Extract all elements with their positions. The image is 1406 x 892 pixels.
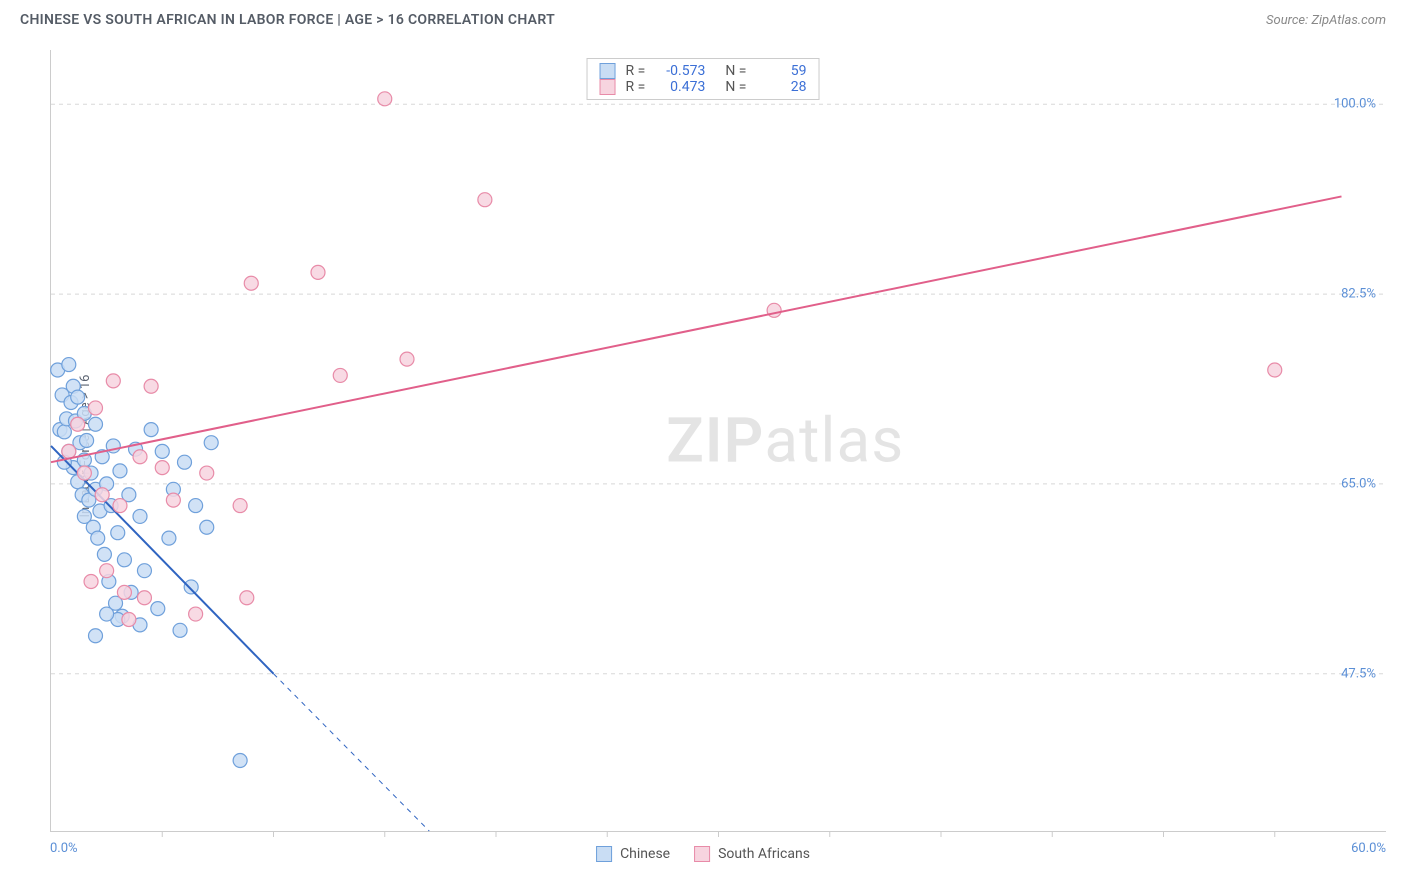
- legend-series-item: South Africans: [694, 846, 810, 862]
- n-label: N =: [725, 63, 746, 79]
- chart-header: CHINESE VS SOUTH AFRICAN IN LABOR FORCE …: [0, 0, 1406, 40]
- y-tick-label: 47.5%: [1341, 666, 1376, 681]
- legend-series: Chinese South Africans: [596, 846, 810, 862]
- x-axis-max-label: 60.0%: [1351, 841, 1386, 856]
- legend-swatch: [600, 63, 616, 79]
- chart-source: Source: ZipAtlas.com: [1266, 13, 1386, 28]
- legend-swatch: [694, 846, 710, 862]
- y-tick-label: 100.0%: [1334, 97, 1376, 112]
- chart-title: CHINESE VS SOUTH AFRICAN IN LABOR FORCE …: [20, 12, 555, 28]
- r-label: R =: [626, 63, 646, 79]
- legend-series-label: South Africans: [718, 846, 810, 862]
- y-tick-label: 82.5%: [1341, 287, 1376, 302]
- legend-swatch: [600, 79, 616, 95]
- source-prefix: Source:: [1266, 13, 1311, 28]
- r-label: R =: [626, 79, 646, 95]
- n-value: 59: [756, 63, 806, 79]
- legend-stats-box: R = -0.573 N = 59 R = 0.473 N = 28: [587, 58, 820, 100]
- y-tick-label: 65.0%: [1341, 476, 1376, 491]
- chart-plot-area: ZIPatlas: [50, 50, 1386, 832]
- legend-stats-row: R = 0.473 N = 28: [600, 79, 807, 95]
- legend-series-label: Chinese: [620, 846, 670, 862]
- n-value: 28: [756, 79, 806, 95]
- chart-svg: [51, 50, 1386, 831]
- r-value: -0.573: [655, 63, 705, 79]
- legend-stats-row: R = -0.573 N = 59: [600, 63, 807, 79]
- legend-swatch: [596, 846, 612, 862]
- legend-series-item: Chinese: [596, 846, 670, 862]
- x-axis-min-label: 0.0%: [50, 841, 78, 856]
- n-label: N =: [725, 79, 746, 95]
- r-value: 0.473: [655, 79, 705, 95]
- source-name: ZipAtlas.com: [1311, 13, 1386, 28]
